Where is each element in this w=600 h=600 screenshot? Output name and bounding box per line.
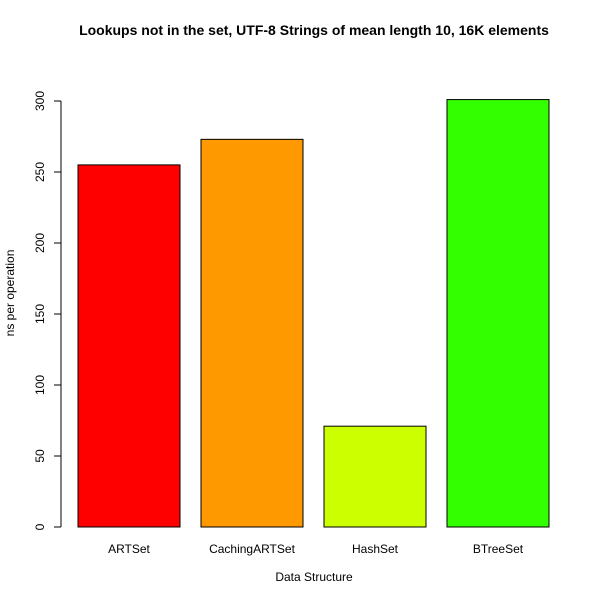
- y-axis-title: ns per operation: [3, 250, 17, 337]
- y-tick-label: 250: [33, 162, 47, 182]
- bar-hashset: [323, 425, 427, 528]
- x-tick-label: ARTSet: [108, 542, 150, 556]
- x-tick-label: CachingARTSet: [209, 542, 295, 556]
- bar-btreeset: [446, 99, 550, 528]
- y-tick-label: 0: [33, 523, 47, 530]
- chart-title: Lookups not in the set, UTF-8 Strings of…: [79, 22, 549, 38]
- x-tick-label: HashSet: [352, 542, 399, 556]
- x-axis-labels: ARTSet CachingARTSet HashSet BTreeSet: [108, 542, 524, 556]
- y-tick-label: 100: [33, 375, 47, 395]
- y-tick-label: 300: [33, 91, 47, 111]
- bar-cachingartset: [200, 138, 304, 528]
- y-tick-label: 200: [33, 233, 47, 253]
- bar-artset: [77, 164, 181, 528]
- y-axis: 0 50 100 150 200 250 300: [33, 91, 62, 530]
- y-tick-label: 150: [33, 304, 47, 324]
- x-tick-label: BTreeSet: [473, 542, 524, 556]
- bars-group: [77, 99, 550, 528]
- x-axis-title: Data Structure: [275, 570, 353, 584]
- y-tick-label: 50: [33, 449, 47, 463]
